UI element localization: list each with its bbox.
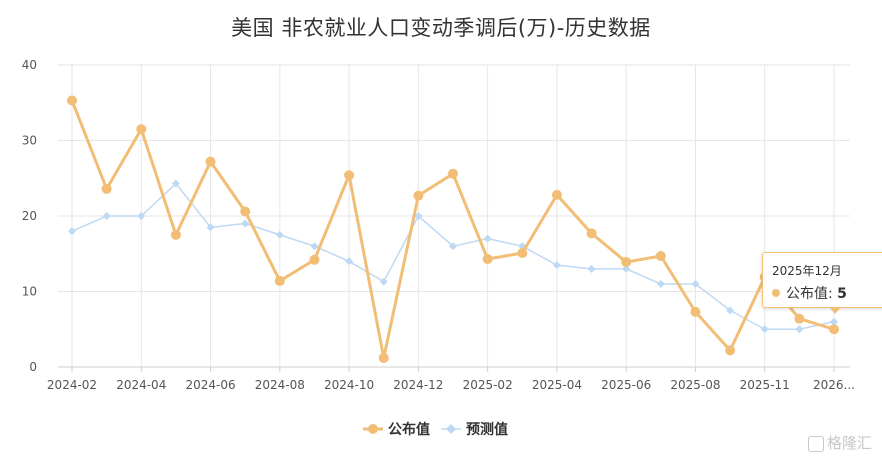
series-line [71,182,835,330]
data-point [552,261,561,270]
tooltip-arrow [829,307,841,314]
data-point [101,183,112,194]
data-point [379,277,388,286]
x-tick-label: 2026... [813,378,855,392]
legend-label: 预测值 [466,421,508,438]
tooltip-series-label: 公布值: [786,286,833,302]
x-tick-label: 2024-12 [393,378,443,392]
logo-icon [808,435,824,452]
x-tick-label: 2024-02 [47,378,97,392]
data-point [240,206,251,217]
x-tick-label: 2024-10 [324,378,374,392]
data-point [170,229,181,240]
data-point [378,352,389,363]
legend-marker [446,424,456,434]
series-layer [67,95,839,363]
x-tick-label: 2025-11 [740,378,790,392]
data-point [794,313,805,324]
data-point [829,324,839,335]
data-point [448,168,458,179]
tooltip-date: 2025年12月 [772,264,842,278]
y-tick-label: 30 [22,134,37,148]
data-tooltip: 2025年12月 公布值: 5 [762,252,882,308]
data-point [691,279,700,288]
y-tick-label: 0 [29,360,37,374]
data-point [344,170,355,181]
tooltip-series-dot [772,289,780,297]
data-point [517,247,528,258]
y-axis-ticks: 0 10 20 30 40 [22,58,37,374]
data-point [726,306,735,315]
data-point [586,228,597,239]
series-line [70,99,835,360]
data-point [310,242,319,251]
data-point [449,242,457,251]
data-point [205,156,216,167]
y-tick-label: 20 [22,209,37,223]
data-point [690,306,701,317]
data-point [587,264,596,273]
data-point [67,95,77,106]
chart-title: 美国 非农就业人口变动季调后(万)-历史数据 [231,16,651,40]
data-point [830,317,838,326]
data-point [241,219,250,228]
data-point [551,189,562,200]
x-axis-ticks: 2024-02 2024-04 2024-06 2024-08 2024-10 2024-… [47,378,855,392]
data-point [483,234,492,243]
data-point [68,227,76,236]
tooltip-row: 公布值: 5 [772,283,882,303]
data-point [414,212,423,220]
data-point [345,257,354,266]
data-point [136,124,147,135]
data-point [482,254,493,265]
data-point [795,325,804,334]
x-tick-label: 2025-08 [670,378,720,392]
tooltip-value: 5 [837,286,847,302]
data-point [760,325,769,334]
data-point [206,223,215,232]
data-point [309,254,320,265]
legend[interactable]: 公布值 预测值 [363,421,508,438]
y-tick-label: 40 [22,58,37,72]
x-tick-label: 2025-06 [601,378,651,392]
watermark-text: 格隆汇 [827,434,873,452]
data-point [655,251,666,262]
data-point [622,264,631,273]
data-point [413,190,424,201]
data-point [171,179,180,188]
legend-label: 公布值 [388,421,430,438]
data-point [725,345,736,356]
data-point [656,279,665,288]
data-point [274,275,285,286]
x-tick-label: 2024-04 [116,378,166,392]
x-tick-label: 2025-02 [463,378,513,392]
watermark-logo: 格隆汇 [808,432,872,453]
x-tick-label: 2025-04 [532,378,582,392]
data-point [137,212,146,220]
data-point [275,230,284,239]
grid-lines [58,64,850,372]
legend-marker [368,424,378,434]
data-point [102,212,111,220]
data-point [621,257,632,268]
x-tick-label: 2024-08 [255,378,305,392]
y-tick-label: 10 [22,285,37,299]
x-tick-label: 2024-06 [185,378,235,392]
